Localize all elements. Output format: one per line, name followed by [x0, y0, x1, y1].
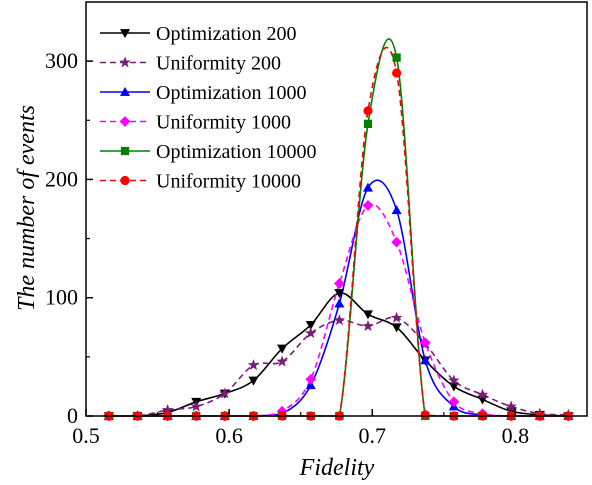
y-axis-label: The number of events — [14, 105, 40, 311]
legend-marker — [119, 29, 131, 39]
data-point — [276, 355, 288, 367]
data-point — [505, 400, 517, 412]
legend-label: Uniformity 200 — [156, 53, 281, 75]
data-point — [392, 68, 402, 78]
legend-label: Optimization 1000 — [156, 82, 307, 104]
data-point — [247, 359, 260, 371]
data-point — [363, 119, 373, 128]
y-tick-label: 300 — [45, 48, 78, 73]
data-point — [333, 314, 346, 326]
legend-marker — [119, 116, 131, 127]
data-point — [305, 373, 317, 385]
data-point — [362, 200, 374, 211]
data-point — [390, 311, 403, 323]
y-tick-label: 200 — [45, 166, 78, 191]
data-point — [219, 387, 231, 399]
series-markers — [103, 53, 575, 422]
legend-marker — [120, 146, 130, 156]
data-point — [392, 53, 401, 62]
legend-label: Optimization 10000 — [156, 141, 317, 163]
data-point — [305, 321, 316, 331]
data-point — [277, 344, 288, 354]
legend-marker — [119, 86, 131, 96]
legend-label: Uniformity 1000 — [156, 112, 291, 134]
data-point — [190, 400, 202, 412]
x-tick-label: 0.6 — [215, 423, 243, 448]
data-point — [420, 410, 430, 420]
x-tick-label: 0.7 — [359, 423, 387, 448]
data-point — [334, 289, 345, 299]
data-point — [391, 205, 402, 215]
data-point — [362, 320, 374, 331]
plot-frame — [85, 1, 588, 417]
data-point — [362, 310, 374, 320]
series-line — [108, 203, 569, 417]
data-point — [448, 374, 460, 386]
y-tick-label: 100 — [45, 285, 78, 310]
data-point — [419, 337, 431, 349]
y-axis-ticks: 0 100 200 300 — [45, 48, 93, 428]
data-point — [420, 355, 431, 365]
x-tick-label: 0.5 — [72, 423, 100, 448]
data-point — [391, 236, 402, 248]
legend-label: Optimization 200 — [156, 23, 297, 45]
data-point — [333, 278, 345, 289]
data-point — [476, 388, 489, 400]
data-point — [305, 380, 316, 390]
series-line — [108, 292, 569, 417]
x-axis-label: Fidelity — [299, 455, 375, 481]
series-line — [108, 316, 569, 417]
y-tick-label: 0 — [67, 403, 78, 428]
data-point — [334, 298, 345, 308]
data-point — [304, 327, 317, 339]
x-tick-label: 0.8 — [502, 423, 530, 448]
legend-label: Uniformity 10000 — [156, 171, 301, 193]
legend: Optimization 200 Uniformity 200 Optimizati… — [100, 23, 317, 193]
data-point — [363, 106, 373, 116]
legend-marker — [119, 56, 131, 68]
x-axis-ticks: 0.5 0.6 0.7 0.8 — [72, 409, 529, 448]
series-line — [108, 179, 569, 417]
legend-marker — [120, 175, 130, 186]
data-point — [362, 182, 374, 192]
data-point — [391, 323, 402, 333]
data-point — [448, 396, 460, 408]
data-point — [248, 376, 259, 386]
